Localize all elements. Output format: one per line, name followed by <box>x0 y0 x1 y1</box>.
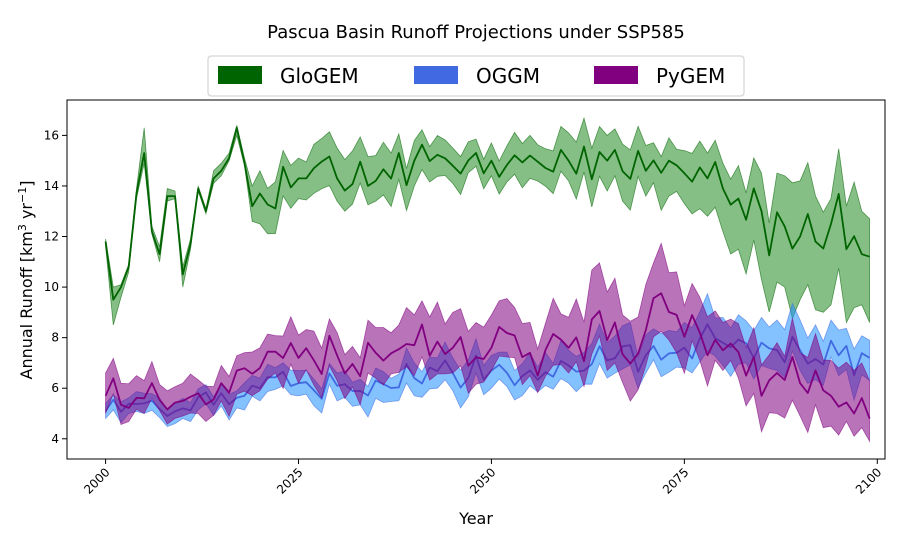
line-pygem <box>104 292 871 419</box>
legend-label-oggm: OGGM <box>476 64 540 88</box>
legend: GloGEM OGGM PyGEM <box>207 55 745 97</box>
x-axis-title: Year <box>458 509 493 528</box>
line-glogem <box>104 126 870 301</box>
y-axis-title: Annual Runoff [km3 yr−1] <box>16 181 37 380</box>
plot-frame <box>66 99 886 460</box>
y-tick-label-6: 6 <box>51 381 59 395</box>
band-pygem <box>105 242 870 443</box>
y-tick-label-4: 4 <box>51 432 59 446</box>
plot-area <box>104 116 871 443</box>
legend-label-glogem: GloGEM <box>280 64 359 88</box>
y-tick-label-14: 14 <box>44 179 59 193</box>
y-tick-label-12: 12 <box>44 230 59 244</box>
chart-title: Pascua Basin Runoff Projections under SS… <box>267 22 685 43</box>
legend-swatch-pygem <box>594 66 638 84</box>
legend-label-pygem: PyGEM <box>656 64 725 88</box>
y-tick-label-10: 10 <box>44 280 59 294</box>
legend-swatch-oggm <box>414 66 458 84</box>
legend-swatch-glogem <box>218 66 262 84</box>
y-tick-label-16: 16 <box>44 128 59 142</box>
band-glogem <box>105 116 870 326</box>
y-tick-label-8: 8 <box>51 331 59 345</box>
